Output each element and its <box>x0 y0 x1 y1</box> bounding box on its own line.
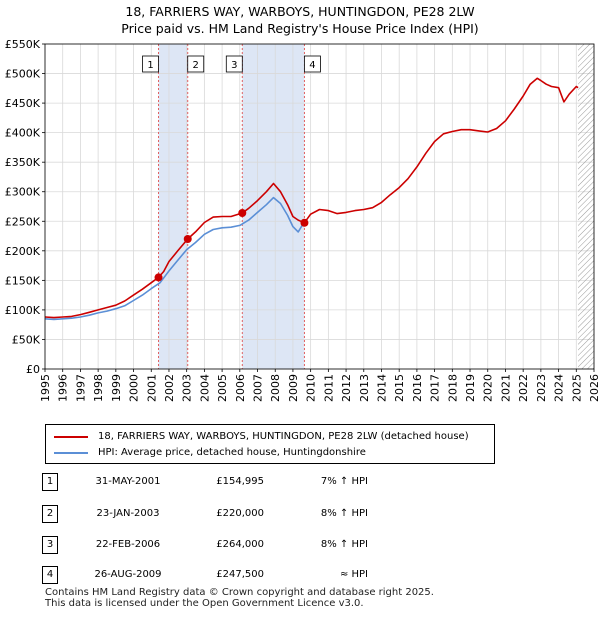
transaction-price: £264,000 <box>216 539 264 550</box>
sale-point <box>183 235 192 243</box>
transaction-price: £247,500 <box>216 569 264 580</box>
x-tick-label: 2005 <box>216 374 229 402</box>
x-tick-label: 2004 <box>198 374 211 402</box>
x-tick-label: 2026 <box>588 374 600 402</box>
sale-label-text: 1 <box>147 60 153 71</box>
y-tick-label: £100K <box>5 304 41 317</box>
x-tick-label: 1998 <box>92 374 105 402</box>
transaction-date: 22-FEB-2006 <box>95 539 161 550</box>
x-tick-label: 2021 <box>499 374 512 402</box>
x-tick-label: 2023 <box>535 374 548 402</box>
x-tick-label: 2013 <box>358 374 371 402</box>
sale-label-box <box>142 55 159 73</box>
transaction-date: 26-AUG-2009 <box>94 569 162 580</box>
transaction-date: 23-JAN-2003 <box>96 508 160 519</box>
x-tick-label: 2022 <box>517 374 530 402</box>
plot-frame <box>44 43 595 370</box>
sale-number-labels: 1 2 3 4 <box>142 55 321 73</box>
x-tick-label: 2012 <box>340 374 353 402</box>
y-tick-label: £0 <box>26 363 40 376</box>
sale-points <box>154 209 309 282</box>
transaction-number: 3 <box>42 536 58 554</box>
x-tick-label: 2019 <box>464 374 477 402</box>
chart-title: 18, FARRIERS WAY, WARBOYS, HUNTINGDON, P… <box>0 3 600 37</box>
y-tick-label: £50K <box>12 333 41 346</box>
sale-label-text: 3 <box>231 60 237 71</box>
hpi-line <box>44 196 305 321</box>
y-tick-label: £450K <box>5 97 41 110</box>
x-tick-label: 2015 <box>393 374 406 402</box>
footer-attribution: Contains HM Land Registry data © Crown c… <box>45 587 434 609</box>
legend-swatch-hpi <box>54 452 88 454</box>
transaction-price: £220,000 <box>216 508 264 519</box>
x-tick-label: 2025 <box>570 374 583 402</box>
transaction-hpi-comparison: 8% ↑ HPI <box>320 539 368 550</box>
transaction-number: 4 <box>42 566 58 584</box>
sale-label-box <box>304 55 321 73</box>
sale-point <box>300 218 309 227</box>
x-tick-label: 1996 <box>57 374 70 402</box>
x-tick-label: 1995 <box>39 374 52 402</box>
legend-swatch-property <box>54 436 88 438</box>
gridlines <box>44 43 595 370</box>
x-tick-label: 2017 <box>429 374 442 402</box>
sale-point <box>154 273 163 282</box>
shaded-periods <box>158 44 305 369</box>
transaction-number: 1 <box>42 473 58 491</box>
y-tick-label: £300K <box>5 186 41 199</box>
y-tick-label: £350K <box>5 156 41 169</box>
x-tick-label: 2003 <box>181 374 194 402</box>
legend-label-property: 18, FARRIERS WAY, WARBOYS, HUNTINGDON, P… <box>98 431 469 442</box>
property-price-line <box>44 77 579 319</box>
x-tick-label: 2011 <box>322 374 335 402</box>
y-tick-label: £550K <box>5 38 41 51</box>
title-line-1: 18, FARRIERS WAY, WARBOYS, HUNTINGDON, P… <box>125 4 475 19</box>
x-tick-label: 2010 <box>305 374 318 402</box>
footer-line-2: This data is licensed under the Open Gov… <box>45 598 364 609</box>
transaction-hpi-comparison: 7% ↑ HPI <box>320 476 368 487</box>
x-tick-label: 2007 <box>252 374 265 402</box>
x-tick-label: 2001 <box>145 374 158 402</box>
shaded-period <box>158 44 188 369</box>
x-tick-label: 2014 <box>375 374 388 402</box>
y-tick-label: £200K <box>5 245 41 258</box>
x-tick-label: 2008 <box>269 374 282 402</box>
x-tick-label: 2000 <box>128 374 141 402</box>
footer-line-1: Contains HM Land Registry data © Crown c… <box>45 587 434 598</box>
x-tick-label: 2020 <box>482 374 495 402</box>
chart-canvas: 1 2 3 4 £0 £50K £100K £150K £200K £250K £300K £350… <box>5 38 600 402</box>
title-line-2: Price paid vs. HM Land Registry's House … <box>121 21 479 36</box>
x-tick-label: 2006 <box>234 374 247 402</box>
sale-label-box <box>225 55 243 73</box>
forecast-hatch-area <box>578 44 594 369</box>
transaction-number: 2 <box>42 505 58 523</box>
legend: 18, FARRIERS WAY, WARBOYS, HUNTINGDON, P… <box>45 424 495 464</box>
transaction-hpi-comparison: 8% ↑ HPI <box>320 508 368 519</box>
sale-point <box>238 209 247 217</box>
transaction-price: £154,995 <box>216 476 264 487</box>
legend-label-hpi: HPI: Average price, detached house, Hunt… <box>98 447 366 458</box>
x-tick-label: 1997 <box>74 374 87 402</box>
y-axis: £0 £50K £100K £150K £200K £250K £300K £350K £400… <box>5 38 45 376</box>
x-tick-label: 1999 <box>110 374 123 402</box>
x-tick-label: 2018 <box>446 374 459 402</box>
transaction-date: 31-MAY-2001 <box>95 476 161 487</box>
shaded-period <box>242 44 305 369</box>
sale-label-text: 4 <box>309 60 315 71</box>
y-tick-label: £400K <box>5 127 41 140</box>
series-lines <box>44 77 579 321</box>
y-tick-label: £150K <box>5 274 41 287</box>
x-tick-label: 2009 <box>287 374 300 402</box>
sale-label-text: 2 <box>193 60 199 71</box>
transaction-hpi-comparison: ≈ HPI <box>339 569 368 580</box>
x-tick-label: 2002 <box>163 374 176 402</box>
x-axis: 1995 1996 1997 1998 1999 2000 2001 2002 2003 2004… <box>39 369 600 402</box>
x-tick-label: 2016 <box>411 374 424 402</box>
y-tick-label: £250K <box>5 215 41 228</box>
sale-label-box <box>187 55 205 73</box>
y-tick-label: £500K <box>5 68 41 81</box>
x-tick-label: 2024 <box>553 374 566 402</box>
